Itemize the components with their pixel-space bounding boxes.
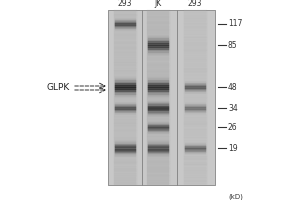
Bar	[114, 10, 136, 185]
Bar	[147, 10, 169, 185]
Text: 34: 34	[228, 104, 238, 112]
Bar	[108, 10, 215, 185]
Text: JK: JK	[154, 0, 162, 8]
Text: 293: 293	[188, 0, 202, 8]
Text: 26: 26	[228, 123, 238, 132]
Text: (kD): (kD)	[228, 193, 243, 200]
Text: 85: 85	[228, 40, 238, 49]
Text: GLPK: GLPK	[47, 82, 70, 92]
Bar	[184, 10, 206, 185]
Bar	[108, 10, 215, 185]
Text: 48: 48	[228, 82, 238, 92]
Text: 117: 117	[228, 20, 242, 28]
Text: 19: 19	[228, 144, 238, 153]
Text: 293: 293	[118, 0, 132, 8]
